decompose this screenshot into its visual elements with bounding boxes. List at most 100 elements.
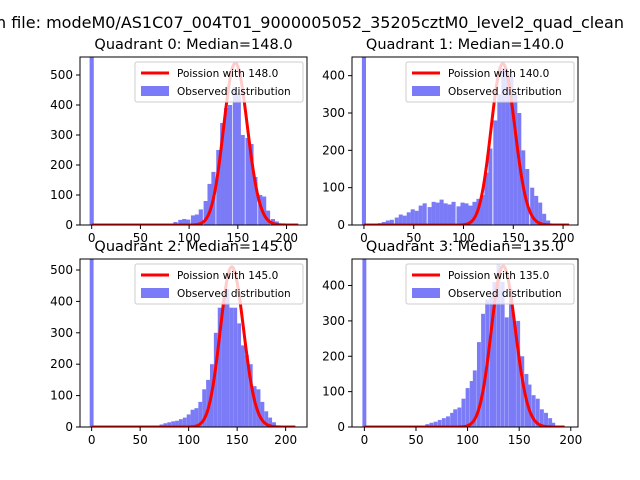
y-tick-label: 200	[322, 143, 345, 157]
y-tick-label: 100	[322, 181, 345, 195]
histogram-bar	[362, 259, 367, 427]
y-tick-label: 0	[65, 420, 73, 434]
histogram-bar	[453, 409, 458, 427]
histogram-bar	[198, 401, 203, 427]
histogram-bar	[456, 206, 461, 225]
histogram-bar	[418, 205, 423, 225]
histogram-bar	[516, 320, 521, 427]
x-tick-label: 50	[133, 433, 148, 447]
histogram-bar	[253, 177, 258, 225]
legend-hist-label: Observed distribution	[177, 288, 291, 300]
y-tick-label: 0	[337, 218, 345, 232]
legend-line-label: Poission with 145.0	[177, 270, 278, 282]
subplot-quadrant-2: 0 50 100 150 200 0 100 200 300 400 500 Quadrant 2: …	[50, 239, 308, 447]
plot-area	[361, 57, 570, 225]
poisson-curve	[363, 62, 570, 225]
histogram-bar	[450, 412, 455, 427]
x-tick-label: 200	[552, 231, 575, 245]
histogram-bar	[265, 210, 271, 225]
histogram-bar	[406, 212, 411, 225]
histogram-bar	[504, 317, 509, 427]
histogram-bar	[530, 187, 535, 225]
y-tick-label: 200	[322, 349, 345, 363]
y-tick-label: 400	[50, 294, 73, 308]
histogram-bar	[433, 421, 438, 427]
histogram-bar	[539, 409, 544, 427]
x-tick-label: 0	[88, 433, 96, 447]
legend-hist-swatch	[141, 86, 169, 96]
histogram-bar	[414, 210, 419, 225]
histogram-bar	[248, 364, 253, 427]
histogram-bar	[443, 203, 448, 225]
histogram-bar	[262, 196, 267, 225]
histogram-bar	[469, 381, 474, 427]
subplot-title: Quadrant 1: Median=140.0	[366, 37, 564, 53]
histogram-bar	[198, 209, 203, 225]
subplot-quadrant-0: 0 50 100 150 200 0 100 200 300 400 500 Quadrant 0: …	[50, 37, 308, 245]
histogram-bar	[427, 207, 432, 225]
histogram-bar	[551, 422, 556, 427]
histogram-bar	[194, 214, 200, 225]
histogram-bar	[171, 421, 176, 427]
subplot-title: Quadrant 0: Median=148.0	[94, 37, 292, 53]
histogram-bar	[216, 150, 221, 225]
x-tick-label: 150	[502, 231, 525, 245]
histogram-bar	[535, 398, 540, 427]
legend-hist-swatch	[412, 288, 440, 298]
histogram-bar	[385, 220, 390, 225]
histogram-bar	[190, 215, 196, 225]
subplot-quadrant-3: 0 50 100 150 200 0 100 200 300 400 Quadrant 3: Med…	[322, 239, 582, 447]
histogram-bar	[258, 195, 263, 225]
histogram-bar	[249, 144, 254, 225]
figure-title: n file: modeM0/AS1C07_004T01_9000005052_…	[0, 13, 624, 33]
histogram-bar	[178, 219, 183, 225]
x-tick-label: 0	[88, 231, 96, 245]
histogram-bar	[520, 356, 525, 427]
histogram-bar	[441, 418, 446, 427]
histogram-bar	[186, 414, 191, 427]
histogram-bar	[431, 201, 436, 225]
y-tick-label: 200	[50, 158, 73, 172]
legend-hist-label: Observed distribution	[448, 86, 562, 98]
histogram-bar	[272, 422, 276, 427]
histogram-bar	[256, 389, 261, 427]
x-tick-label: 100	[452, 231, 475, 245]
axes-frame	[79, 258, 308, 428]
histogram-bar	[480, 195, 485, 225]
histogram-bar	[500, 281, 505, 427]
histogram-bar	[493, 120, 498, 225]
histogram-bar	[167, 422, 172, 427]
histogram-bar	[245, 138, 250, 225]
histogram-bar	[361, 57, 366, 225]
histogram-bar	[224, 108, 229, 225]
histogram-bar	[447, 204, 452, 225]
histogram-bar	[548, 418, 553, 427]
x-tick-label: 0	[360, 231, 368, 245]
histogram-bar	[505, 71, 510, 225]
histogram-bar	[501, 68, 506, 225]
histogram-bar	[512, 320, 516, 427]
histogram-bar	[203, 201, 208, 225]
histogram-bar	[190, 409, 195, 427]
histogram-bar	[394, 217, 399, 225]
histogram-bar	[182, 219, 187, 225]
y-tick-label: 300	[50, 326, 73, 340]
histogram-bar	[534, 195, 539, 225]
y-tick-label: 500	[50, 263, 73, 277]
histogram-bar	[232, 87, 238, 225]
histogram-bar	[178, 419, 183, 427]
histogram-bar	[488, 148, 493, 225]
histogram-bar	[481, 313, 486, 427]
axes-frame	[79, 56, 308, 226]
legend-line-label: Poission with 148.0	[177, 68, 278, 80]
x-tick-label: 50	[408, 433, 423, 447]
histogram-bar	[546, 220, 551, 225]
histogram-bar	[252, 386, 257, 427]
y-tick-label: 500	[50, 68, 73, 82]
y-tick-label: 100	[50, 188, 73, 202]
histogram-bar	[544, 412, 548, 427]
x-tick-label: 50	[133, 231, 148, 245]
histogram-bar	[194, 408, 199, 427]
histogram-bar	[220, 123, 225, 225]
